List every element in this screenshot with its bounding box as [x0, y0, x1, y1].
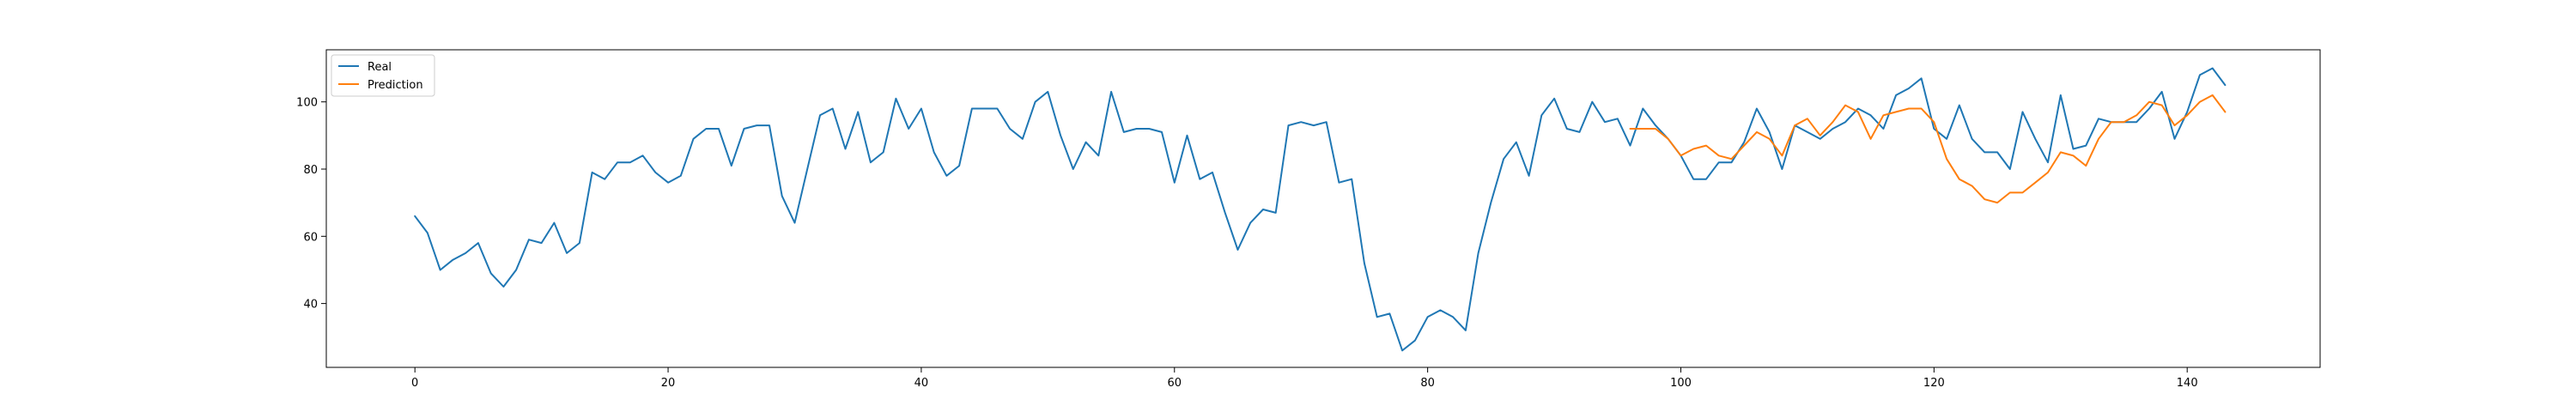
x-tick-label-0: 0 — [411, 377, 418, 390]
legend: Real Prediction — [331, 54, 435, 97]
x-tick-label-100: 100 — [1670, 377, 1692, 390]
y-tick-label-40: 40 — [303, 299, 318, 312]
plot-frame — [325, 49, 2321, 368]
x-tick-label-40: 40 — [914, 377, 929, 390]
y-axis: 40 60 80 100 — [296, 97, 326, 312]
legend-label-real: Real — [368, 61, 392, 74]
series-line-prediction — [1629, 94, 2227, 204]
y-tick-label-100: 100 — [296, 97, 318, 110]
x-tick-label-80: 80 — [1420, 377, 1435, 390]
series-line-real — [414, 67, 2227, 352]
x-axis: 0 20 40 60 80 100 120 140 — [411, 367, 2198, 390]
y-tick-label-80: 80 — [303, 164, 318, 177]
series-layer — [414, 67, 2227, 352]
x-tick-label-120: 120 — [1923, 377, 1945, 390]
x-tick-label-20: 20 — [661, 377, 676, 390]
y-tick-label-60: 60 — [303, 231, 318, 244]
x-tick-label-60: 60 — [1167, 377, 1182, 390]
x-tick-label-140: 140 — [2177, 377, 2198, 390]
legend-label-prediction: Prediction — [368, 79, 423, 92]
